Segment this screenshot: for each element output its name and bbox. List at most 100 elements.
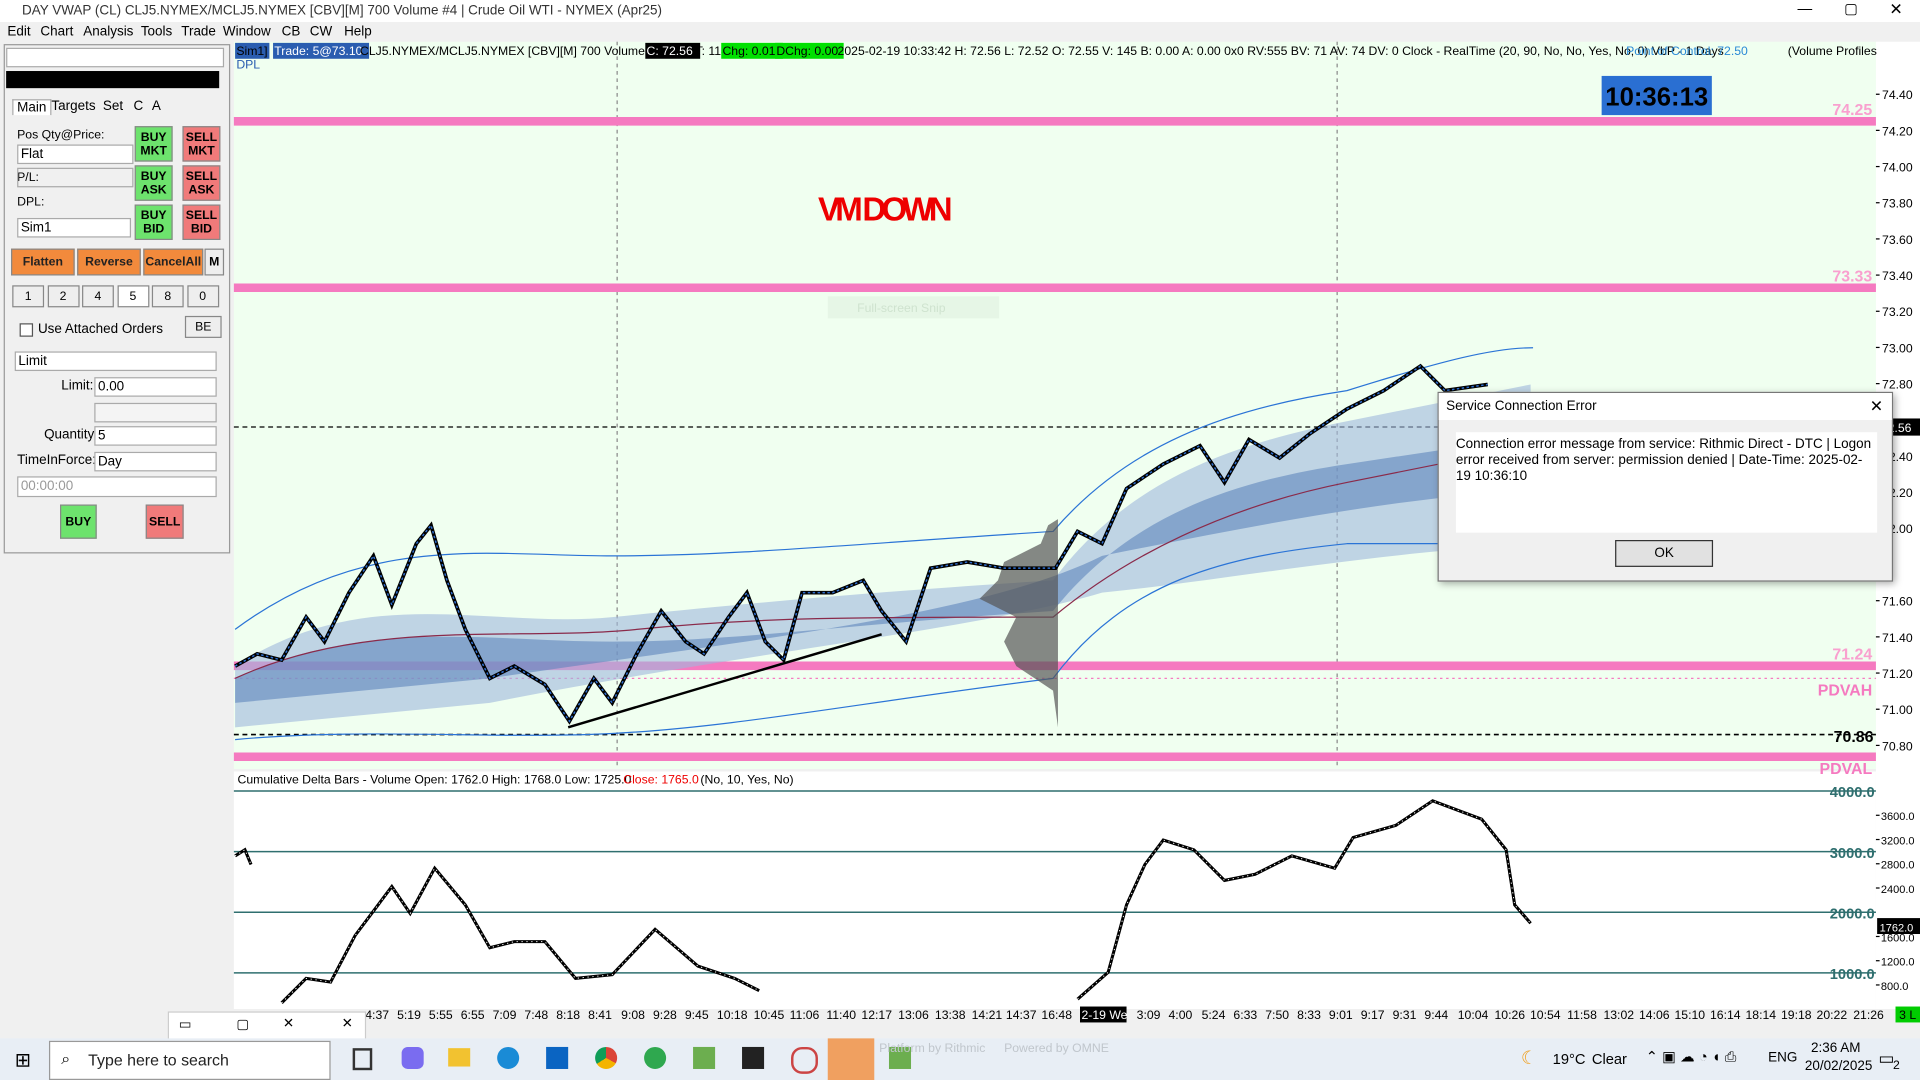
watermark: Full-screen Snip	[857, 301, 946, 315]
task-view[interactable]	[352, 1048, 373, 1071]
clock-time[interactable]: 2:36 AM	[1811, 1040, 1861, 1056]
m-button[interactable]: M	[204, 248, 225, 276]
menu-item[interactable]: CB	[281, 24, 301, 40]
app-active[interactable]	[827, 1038, 875, 1080]
header-bg	[273, 42, 370, 59]
clock-date[interactable]: 20/02/2025	[1804, 1059, 1873, 1074]
order-button[interactable]: BUY MKT	[134, 126, 173, 162]
order-button[interactable]: BUY ASK	[134, 165, 173, 201]
maximize[interactable]: ▢	[1844, 0, 1858, 18]
quantity-field[interactable]: 5	[94, 426, 217, 446]
reverse-button[interactable]: Reverse	[77, 248, 141, 276]
dialog-message: Connection error message from service: R…	[1455, 437, 1872, 484]
x-tick-label: 6:55	[461, 1008, 485, 1022]
symbol-dropdown[interactable]	[6, 47, 225, 68]
menu-item[interactable]: Window	[222, 24, 271, 40]
dialog-close[interactable]: ✕	[1869, 396, 1884, 416]
y-tick-label: 71.00	[1882, 703, 1913, 717]
app-edge[interactable]	[497, 1046, 520, 1069]
qty-button[interactable]: 1	[12, 285, 45, 308]
menu-item[interactable]: Help	[344, 24, 372, 40]
app-outlook[interactable]	[546, 1046, 569, 1069]
delta-bars	[234, 847, 253, 866]
qty-button[interactable]: 8	[151, 285, 184, 308]
search-text[interactable]: Type here to search	[88, 1050, 229, 1069]
close[interactable]: ✕	[1889, 0, 1903, 19]
app-sierra2[interactable]	[888, 1046, 912, 1069]
app-explorer[interactable]	[448, 1048, 471, 1067]
x-tick-label: 16:14	[1710, 1008, 1741, 1022]
snip-close2[interactable]: ✕	[341, 1016, 353, 1032]
label: P/L:	[17, 171, 39, 185]
menu-bar: Edit Chart Analysis Tools Trade Window CB CW Hel…	[0, 22, 1920, 42]
language[interactable]: ENG	[1768, 1050, 1798, 1066]
chart-header: CLJ5.NYMEX/MCLJ5.NYMEX [CBV][M] 700 Volu…	[360, 44, 662, 58]
x-tick-label: 9:08	[621, 1008, 645, 1022]
header-bg	[645, 42, 701, 59]
x-tick-label: 19:18	[1781, 1008, 1812, 1022]
checkbox[interactable]	[19, 323, 34, 337]
app-notes[interactable]	[742, 1046, 765, 1069]
tray-icons[interactable]: ⌃ ▣ ☁ ◔ ◖ ⎙	[1645, 1048, 1737, 1066]
app-chrome[interactable]	[595, 1046, 618, 1069]
time-field[interactable]: 00:00:00	[17, 476, 217, 498]
search-icon: ⌕	[61, 1049, 71, 1068]
app-sierra[interactable]	[693, 1046, 716, 1069]
tif-field[interactable]: Day	[94, 451, 217, 472]
order-type[interactable]: Limit	[14, 351, 217, 372]
chart-header: T: 114	[696, 44, 729, 58]
qty-button[interactable]: 5	[116, 285, 149, 308]
tab[interactable]: Main	[12, 99, 52, 116]
limit-field[interactable]: 0.00	[94, 377, 217, 397]
start-button[interactable]: ⊞	[14, 1050, 32, 1072]
title-bar: DAY VWAP (CL) CLJ5.NYMEX/MCLJ5.NYMEX [CB…	[0, 0, 1920, 23]
app-snip[interactable]	[791, 1046, 818, 1074]
weather-icon: ☾	[1520, 1048, 1538, 1069]
snip-close[interactable]: ✕	[282, 1016, 295, 1032]
be-button[interactable]: BE	[184, 315, 222, 338]
x-tick-label: 9:01	[1329, 1008, 1353, 1022]
annotation: VM DOWN	[818, 191, 953, 228]
search-box[interactable]	[48, 1040, 331, 1080]
y-tick-label: 3600.0	[1881, 811, 1915, 823]
y-tick-label: 71.20	[1882, 667, 1913, 681]
weather: Clear	[1591, 1050, 1627, 1068]
notifications[interactable]: ▭	[1878, 1048, 1895, 1068]
order-button[interactable]: SELL BID	[182, 204, 221, 241]
delta-pane	[233, 771, 1876, 1009]
tab[interactable]: Set	[102, 99, 124, 114]
app-globe[interactable]	[644, 1046, 667, 1069]
flatten-button[interactable]: Flatten	[11, 248, 75, 276]
snip-window[interactable]: ▢	[236, 1017, 250, 1033]
minimize[interactable]: —	[1797, 0, 1813, 18]
qty-button[interactable]: 2	[47, 285, 79, 308]
account-select[interactable]: Sim1	[17, 217, 132, 238]
sell-button[interactable]: SELL	[145, 504, 184, 539]
menu-item[interactable]: Chart	[40, 24, 74, 40]
qty-button[interactable]: 0	[186, 285, 219, 308]
cancel-all-button[interactable]: CancelAll	[143, 248, 204, 276]
menu-item[interactable]: CW	[309, 24, 333, 40]
vwap-band-inner	[235, 445, 1470, 703]
qty-button[interactable]: 4	[82, 285, 114, 308]
menu-item[interactable]: Analysis	[83, 24, 134, 40]
chart-header: Point of Control: 72.50	[1626, 44, 1748, 58]
tab[interactable]: Targets	[51, 99, 96, 114]
menu-item[interactable]: Tools	[140, 24, 173, 40]
snip-icon[interactable]: ▭	[178, 1017, 192, 1033]
dialog-title-bar	[1438, 393, 1892, 421]
x-tick-label: 7:09	[493, 1008, 517, 1022]
order-button[interactable]: SELL MKT	[182, 126, 221, 162]
y-tick-label: 73.40	[1882, 269, 1913, 283]
x-tick-label: 10:26	[1494, 1008, 1525, 1022]
ok-button[interactable]: OK	[1615, 540, 1714, 567]
order-button[interactable]: BUY BID	[134, 204, 173, 241]
tab[interactable]: A	[151, 99, 161, 114]
buy-button[interactable]: BUY	[60, 504, 97, 539]
tab[interactable]: C	[133, 99, 144, 114]
order-button[interactable]: SELL ASK	[182, 165, 221, 201]
menu-item[interactable]: Trade	[181, 24, 216, 40]
app-copilot[interactable]	[401, 1046, 424, 1069]
menu-item[interactable]: Edit	[7, 24, 31, 40]
